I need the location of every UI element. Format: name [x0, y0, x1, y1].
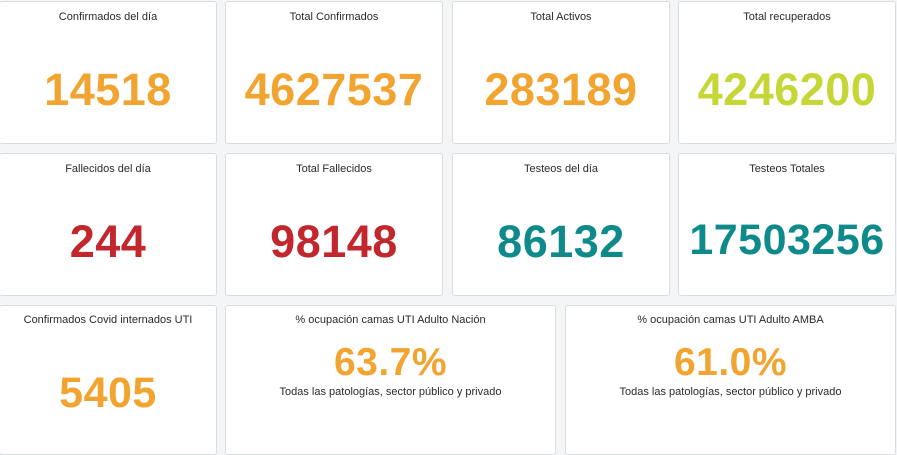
card-title: Total Activos — [530, 11, 592, 23]
card-value: 63.7% — [333, 341, 448, 384]
card-value: 4627537 — [244, 64, 424, 115]
card-title: Total recuperados — [743, 11, 831, 23]
card-title: Testeos del día — [524, 163, 598, 175]
card-value: 4246200 — [697, 64, 877, 115]
card-testeos-totales: Testeos Totales 17503256 — [678, 153, 896, 296]
card-value: 244 — [69, 216, 147, 267]
card-total-activos: Total Activos 283189 — [452, 1, 670, 144]
card-ocupacion-nacion: % ocupación camas UTI Adulto Nación 63.7… — [225, 305, 556, 455]
card-total-fallecidos: Total Fallecidos 98148 — [225, 153, 443, 296]
card-value: 14518 — [44, 64, 172, 115]
card-ocupacion-amba: % ocupación camas UTI Adulto AMBA 61.0% … — [565, 305, 896, 455]
card-subtitle: Todas las patologías, sector público y p… — [619, 386, 842, 398]
card-title: Testeos Totales — [749, 163, 825, 175]
card-value: 61.0% — [673, 341, 788, 384]
card-confirmados-del-dia: Confirmados del día 14518 — [0, 1, 217, 144]
card-total-recuperados: Total recuperados 4246200 — [678, 1, 896, 144]
card-title: Confirmados Covid internados UTI — [23, 314, 193, 326]
card-value: 17503256 — [689, 216, 885, 264]
card-title: Fallecidos del día — [65, 163, 151, 175]
card-value: 86132 — [497, 216, 625, 267]
card-value: 98148 — [270, 216, 398, 267]
card-title: Confirmados del día — [58, 11, 158, 23]
card-title: % ocupación camas UTI Adulto Nación — [295, 314, 486, 326]
card-fallecidos-del-dia: Fallecidos del día 244 — [0, 153, 217, 296]
card-internados-uti: Confirmados Covid internados UTI 5405 — [0, 305, 217, 455]
card-subtitle: Todas las patologías, sector público y p… — [279, 386, 502, 398]
card-total-confirmados: Total Confirmados 4627537 — [225, 1, 443, 144]
card-title: Total Confirmados — [289, 11, 379, 23]
card-testeos-del-dia: Testeos del día 86132 — [452, 153, 670, 296]
card-value: 5405 — [59, 369, 157, 417]
card-title: Total Fallecidos — [296, 163, 372, 175]
card-value: 283189 — [484, 64, 638, 115]
card-title: % ocupación camas UTI Adulto AMBA — [637, 314, 824, 326]
